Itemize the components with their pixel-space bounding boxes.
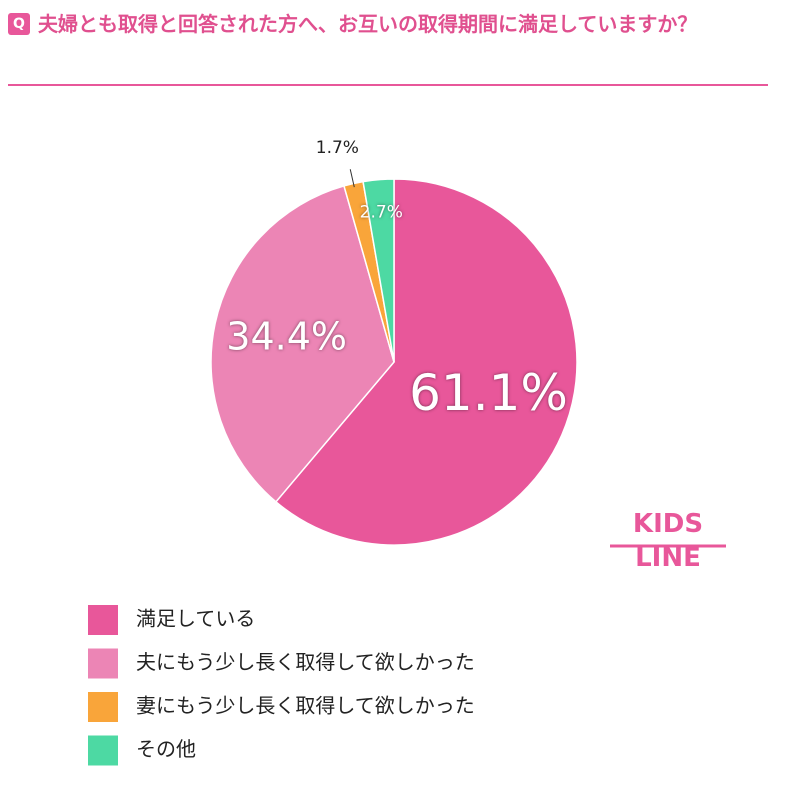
legend-label: その他 <box>136 737 196 761</box>
data-label: 2.7% <box>360 202 403 222</box>
data-label: 1.7% <box>316 138 359 158</box>
leader-line <box>349 169 355 188</box>
chart-title: 夫婦とも取得と回答された方へ、お互いの取得期間に満足していますか？ <box>38 12 698 36</box>
pie-slice <box>210 185 395 503</box>
legend-swatch <box>88 605 118 635</box>
data-label: 61.1% <box>409 364 568 422</box>
header: Q 夫婦とも取得と回答された方へ、お互いの取得期間に満足していますか？ <box>8 6 768 86</box>
pie-slice <box>362 178 395 363</box>
logo-text: LINE <box>635 543 701 573</box>
legend-swatch <box>88 648 118 679</box>
q-badge: Q <box>8 13 30 35</box>
logo-text: KIDS <box>633 509 703 539</box>
legend-label: 夫にもう少し長く取得して欲しかった <box>136 650 475 674</box>
legend-label: 妻にもう少し長く取得して欲しかった <box>136 694 475 718</box>
legend-swatch <box>88 735 118 766</box>
pie-slice <box>274 178 578 546</box>
legend-label: 満足している <box>136 607 255 631</box>
legend-swatch <box>88 692 118 722</box>
data-label: 34.4% <box>226 314 347 358</box>
